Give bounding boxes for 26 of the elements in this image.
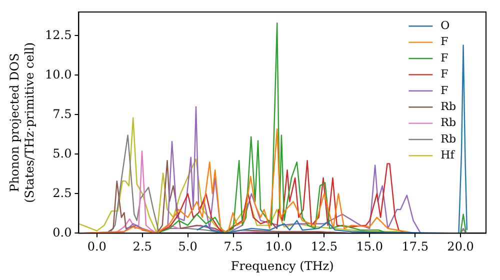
x-tick-label: 2.5: [132, 240, 152, 254]
legend-label: F: [440, 84, 449, 97]
x-tick-label: 20.0: [447, 240, 474, 254]
y-tick-label: 0.0: [52, 225, 72, 240]
legend-label: O: [440, 18, 450, 32]
x-tick-label: 7.5: [224, 240, 243, 254]
y-tick-label: 7.5: [52, 106, 72, 121]
legend-label: F: [440, 35, 449, 48]
legend-label: F: [440, 51, 449, 64]
legend-label: Rb: [440, 100, 456, 113]
x-tick-label: 15.0: [356, 240, 383, 254]
legend-label: Rb: [440, 132, 456, 146]
x-tick-label: 10.0: [265, 240, 292, 254]
legend-label: F: [440, 68, 449, 81]
y-tick-label: 2.5: [52, 186, 72, 200]
y-tick-label: 12.5: [45, 28, 72, 42]
y-axis-title: Phonon projected DOS (States/THz·primitive cell): [8, 42, 37, 203]
x-tick-label: 12.5: [310, 240, 338, 254]
y-tick-label: 5.0: [52, 146, 72, 160]
x-tick-label: 5.0: [178, 240, 198, 254]
y-tick-label: 10.0: [45, 67, 72, 82]
x-axis-title: Frequency (THz): [230, 258, 334, 273]
legend-label: Rb: [440, 116, 456, 130]
x-tick-label: 0.0: [87, 240, 106, 254]
x-tick-label: 17.5: [402, 240, 428, 254]
legend-label: Hf: [440, 148, 456, 162]
